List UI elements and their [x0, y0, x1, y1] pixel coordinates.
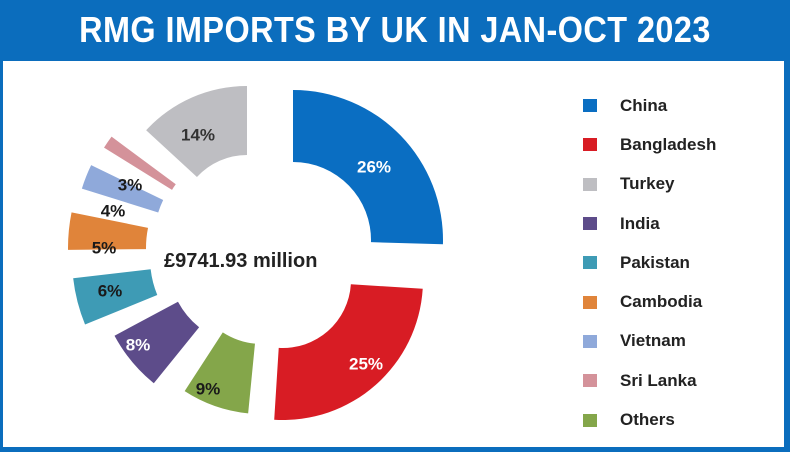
- legend-swatch-icon: [583, 256, 597, 270]
- legend-label: Pakistan: [620, 252, 690, 272]
- segment-percent-label: 14%: [181, 125, 215, 144]
- legend-item-others: Others: [583, 400, 716, 439]
- legend-item-sri-lanka: Sri Lanka: [583, 361, 716, 400]
- donut-segment-turkey: [146, 86, 247, 177]
- legend-swatch-icon: [583, 217, 597, 231]
- legend-item-cambodia: Cambodia: [583, 282, 716, 321]
- legend-label: Sri Lanka: [620, 370, 697, 390]
- segment-percent-label: 6%: [98, 281, 123, 300]
- donut-segment-bangladesh: [274, 284, 423, 420]
- legend-item-bangladesh: Bangladesh: [583, 125, 716, 164]
- legend-swatch-icon: [583, 334, 597, 348]
- donut-segment-china: [293, 90, 443, 245]
- legend-item-china: China: [583, 86, 716, 125]
- legend-item-india: India: [583, 204, 716, 243]
- legend-item-turkey: Turkey: [583, 165, 716, 204]
- legend-swatch-icon: [583, 295, 597, 309]
- legend-item-vietnam: Vietnam: [583, 322, 716, 361]
- legend-swatch-icon: [583, 99, 597, 113]
- legend-label: Cambodia: [620, 292, 703, 312]
- legend-swatch-icon: [583, 413, 597, 427]
- donut-segment-india: [114, 301, 200, 384]
- segment-percent-label: 4%: [101, 201, 126, 220]
- chart-panel: [3, 61, 784, 447]
- donut-segment-others: [184, 332, 255, 414]
- legend: China Bangladesh Turkey India Pakistan C…: [583, 86, 716, 440]
- donut-segment-cambodia: [68, 212, 149, 250]
- segment-percent-label: 9%: [196, 379, 221, 398]
- segment-percent-label: 25%: [349, 354, 383, 373]
- legend-swatch-icon: [583, 177, 597, 191]
- segment-percent-label: 5%: [92, 238, 117, 257]
- legend-label: Vietnam: [620, 331, 686, 351]
- total-value-label: £9741.93 million: [164, 250, 318, 272]
- segment-percent-label: 8%: [126, 335, 151, 354]
- legend-swatch-icon: [583, 374, 597, 388]
- donut-segment-vietnam: [81, 165, 164, 213]
- legend-label: India: [620, 213, 660, 233]
- legend-label: Others: [620, 410, 675, 430]
- donut-segment-pakistan: [73, 269, 158, 325]
- legend-label: China: [620, 95, 668, 115]
- legend-item-pakistan: Pakistan: [583, 243, 716, 282]
- legend-label: Turkey: [620, 174, 675, 194]
- segment-percent-label: 26%: [357, 157, 391, 176]
- donut-segment-sri-lanka: [104, 136, 176, 190]
- legend-label: Bangladesh: [620, 134, 717, 154]
- chart-title: RMG IMPORTS BY UK IN JAN-OCT 2023: [79, 9, 711, 50]
- legend-swatch-icon: [583, 138, 597, 152]
- header-bar: RMG IMPORTS BY UK IN JAN-OCT 2023: [0, 0, 790, 60]
- segment-percent-label: 3%: [118, 175, 143, 194]
